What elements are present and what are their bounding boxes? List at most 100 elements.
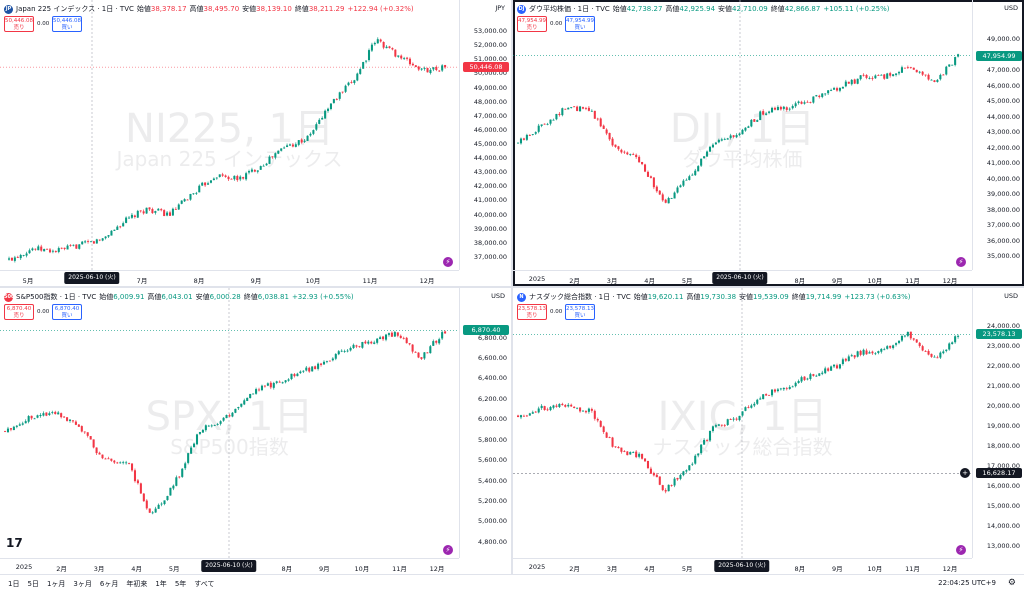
candle	[874, 352, 877, 356]
candle	[287, 378, 290, 382]
range-button-1[interactable]: 5日	[27, 579, 39, 588]
tradingview-logo[interactable]: 17	[6, 536, 23, 550]
candle	[364, 340, 367, 345]
candle	[815, 94, 818, 97]
price-plot[interactable]	[0, 0, 459, 270]
lightning-icon[interactable]: ⚡	[956, 257, 966, 267]
candle	[350, 80, 353, 84]
buy-button[interactable]: 47,954.99 買い	[565, 16, 595, 32]
candle	[762, 394, 765, 400]
ohlc-label: 始値	[633, 293, 648, 301]
symbol-title[interactable]: ダウ平均株価 · 1日 · TVC	[529, 5, 610, 13]
candle	[414, 351, 417, 353]
candle	[397, 55, 400, 58]
candle	[166, 495, 169, 501]
symbol-title[interactable]: Japan 225 インデックス · 1日 · TVC	[16, 5, 134, 13]
price-tick: 18,000.00	[986, 442, 1020, 450]
lightning-icon[interactable]: ⚡	[443, 545, 453, 555]
candle	[874, 74, 877, 79]
time-tick: 10月	[867, 565, 883, 573]
time-axis[interactable]: 20252月3月4月5月6月7月8月9月10月11月12月2025-06-10 …	[513, 270, 972, 286]
price-plot[interactable]	[513, 288, 972, 558]
candle	[303, 139, 306, 144]
candle	[830, 88, 833, 92]
chart-pane-ixic[interactable]: N ナスダック総合指数 · 1日 · TVC 始値 19,620.11 高値 19,730…	[513, 288, 1024, 574]
candle	[296, 372, 299, 377]
candle	[376, 37, 379, 44]
candle	[423, 66, 426, 71]
time-axis[interactable]: 20252月3月4月5月6月7月8月9月10月11月12月2025-06-10 …	[513, 558, 972, 574]
buy-button[interactable]: 6,870.40 買い	[52, 304, 82, 320]
candle	[871, 350, 874, 355]
candle	[6, 426, 10, 433]
ohlc-label: 始値	[612, 5, 627, 13]
candle	[519, 137, 523, 145]
candle	[362, 61, 365, 69]
range-button-5[interactable]: 年初来	[126, 579, 148, 588]
range-button-8[interactable]: すべて	[194, 579, 215, 588]
candle	[438, 70, 441, 72]
candle	[268, 155, 271, 165]
sell-button[interactable]: 23,578.13 売り	[517, 304, 547, 320]
chart-pane-ni225[interactable]: JP Japan 225 インデックス · 1日 · TVC 始値 38,378.17…	[0, 0, 511, 286]
sell-price: 6,870.40	[6, 306, 32, 312]
price-axis[interactable]: USD49,000.0048,000.0047,000.0046,000.004…	[972, 0, 1024, 270]
price-axis[interactable]: JPY 53,000.00 52,000.00 51,000.00 50,000.00 4…	[459, 0, 511, 270]
range-button-3[interactable]: 3ヶ月	[73, 579, 92, 588]
price-plot[interactable]	[513, 0, 972, 270]
range-button-6[interactable]: 1年	[155, 579, 167, 588]
settings-icon[interactable]: ⚙	[1007, 578, 1016, 588]
pane-divider-horizontal[interactable]	[0, 286, 1024, 288]
candle	[773, 106, 777, 111]
last-price-tag: 6,870.40	[463, 325, 509, 336]
candle	[218, 174, 221, 178]
currency-unit[interactable]: JPY	[495, 4, 505, 12]
currency-unit[interactable]: USD	[1004, 4, 1018, 12]
candle	[213, 424, 216, 427]
sell-button[interactable]: 50,446.08 売り	[4, 16, 34, 32]
lightning-icon[interactable]: ⚡	[443, 257, 453, 267]
candle	[280, 148, 283, 152]
candle	[948, 342, 951, 351]
chart-pane-dji[interactable]: DJ ダウ平均株価 · 1日 · TVC 始値 42,738.27 高値 42,925.9…	[513, 0, 1024, 286]
sell-button[interactable]: 47,954.99 売り	[517, 16, 547, 32]
symbol-title[interactable]: S&P500指数 · 1日 · TVC	[16, 293, 97, 301]
price-plot[interactable]	[0, 288, 459, 558]
candle	[847, 354, 850, 362]
candle	[945, 65, 948, 76]
currency-unit[interactable]: USD	[1004, 292, 1018, 300]
candle	[294, 142, 297, 148]
range-button-4[interactable]: 6ヶ月	[99, 579, 119, 588]
range-button-0[interactable]: 1日	[8, 579, 20, 588]
buy-button[interactable]: 50,446.08 買い	[52, 16, 82, 32]
symbol-title[interactable]: ナスダック総合指数 · 1日 · TVC	[529, 293, 631, 301]
time-axis[interactable]: 5月6月7月8月9月10月11月12月2025-06-10 (火)	[0, 270, 459, 286]
candle	[212, 177, 215, 181]
buy-button[interactable]: 23,578.13 買い	[565, 304, 595, 320]
candle	[216, 422, 219, 426]
time-tick: 3月	[606, 277, 618, 285]
candle	[945, 349, 948, 353]
candle	[198, 184, 201, 193]
price-axis[interactable]: USD 6,800.00 6,600.00 6,400.00 6,200.00 6,000…	[459, 288, 511, 558]
candle	[711, 425, 714, 433]
chart-pane-spx[interactable]: 500 S&P500指数 · 1日 · TVC 始値 6,009.91 高値 6,043.…	[0, 288, 511, 574]
candle	[608, 436, 611, 439]
time-axis[interactable]: 20252月3月4月5月6月7月8月9月10月11月12月2025-06-10 …	[0, 558, 459, 574]
candle	[564, 108, 567, 110]
price-axis[interactable]: USD 24,000.00 23,000.00 22,000.00 21,000.00 2…	[972, 288, 1024, 558]
lightning-icon[interactable]: ⚡	[956, 545, 966, 555]
candle	[257, 387, 261, 392]
range-button-7[interactable]: 5年	[174, 579, 187, 588]
add-alert-icon[interactable]: +	[960, 468, 970, 479]
clock[interactable]: 22:04:25 UTC+9	[938, 579, 996, 587]
time-tick: 2025	[528, 563, 546, 571]
range-button-2[interactable]: 1ヶ月	[46, 579, 66, 588]
currency-unit[interactable]: USD	[491, 292, 505, 300]
candle	[921, 70, 924, 77]
sell-button[interactable]: 6,870.40 売り	[4, 304, 34, 320]
candle	[537, 406, 540, 414]
candle	[110, 230, 113, 236]
price-tick: 38,000.00	[986, 205, 1020, 214]
candle	[69, 244, 72, 247]
